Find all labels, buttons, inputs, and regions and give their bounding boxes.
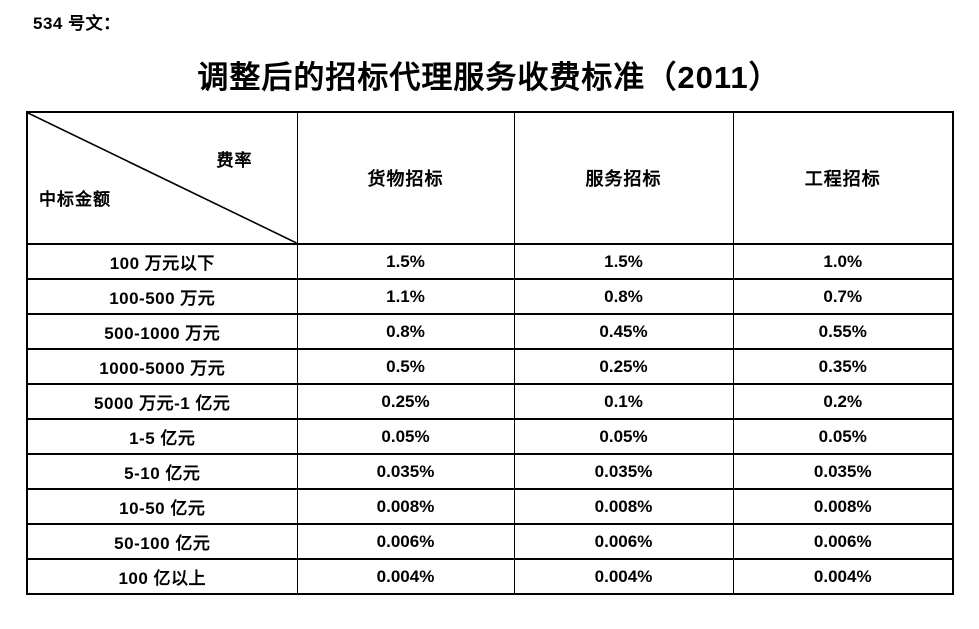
column-header-goods-bidding: 货物招标	[296, 111, 515, 245]
cell-engineering-rate: 0.035%	[732, 453, 954, 490]
cell-engineering-rate: 0.55%	[732, 313, 954, 350]
cell-service-rate: 0.008%	[513, 488, 734, 525]
table-header: 费率 中标金额 货物招标 服务招标 工程招标	[26, 111, 954, 245]
row-label-amount-range: 50-100 亿元	[26, 523, 298, 560]
cell-engineering-rate: 1.0%	[732, 243, 954, 280]
cell-engineering-rate: 0.2%	[732, 383, 954, 420]
table-row: 50-100 亿元 0.006% 0.006% 0.006%	[26, 523, 954, 560]
cell-goods-rate: 0.006%	[296, 523, 515, 560]
row-label-amount-range: 100-500 万元	[26, 278, 298, 315]
diagonal-line	[28, 113, 297, 243]
header-row: 费率 中标金额 货物招标 服务招标 工程招标	[26, 111, 954, 245]
cell-goods-rate: 0.004%	[296, 558, 515, 595]
table-body: 100 万元以下 1.5% 1.5% 1.0% 100-500 万元 1.1% …	[26, 243, 954, 595]
corner-label-bid-amount: 中标金额	[39, 190, 111, 209]
page-title: 调整后的招标代理服务收费标准（2011）	[197, 60, 781, 95]
table-row: 100 万元以下 1.5% 1.5% 1.0%	[26, 243, 954, 280]
cell-engineering-rate: 0.35%	[732, 348, 954, 385]
row-label-amount-range: 5-10 亿元	[26, 453, 298, 490]
cell-goods-rate: 0.8%	[296, 313, 515, 350]
row-label-amount-range: 5000 万元-1 亿元	[26, 383, 298, 420]
cell-goods-rate: 1.5%	[296, 243, 515, 280]
cell-engineering-rate: 0.008%	[732, 488, 954, 525]
cell-service-rate: 0.1%	[513, 383, 734, 420]
row-label-amount-range: 1-5 亿元	[26, 418, 298, 455]
column-header-engineering-bidding: 工程招标	[732, 111, 954, 245]
cell-goods-rate: 1.1%	[296, 278, 515, 315]
cell-engineering-rate: 0.05%	[732, 418, 954, 455]
table-row: 100-500 万元 1.1% 0.8% 0.7%	[26, 278, 954, 315]
fee-rate-table: 费率 中标金额 货物招标 服务招标 工程招标 100 万元以下 1.5% 1.5…	[26, 111, 954, 595]
corner-label-fee-rate: 费率	[216, 151, 253, 170]
cell-engineering-rate: 0.006%	[732, 523, 954, 560]
cell-goods-rate: 0.5%	[296, 348, 515, 385]
table-row: 1-5 亿元 0.05% 0.05% 0.05%	[26, 418, 954, 455]
doc-ref-label: 534 号文：	[33, 14, 121, 33]
table-row: 5-10 亿元 0.035% 0.035% 0.035%	[26, 453, 954, 490]
cell-engineering-rate: 0.7%	[732, 278, 954, 315]
cell-service-rate: 0.8%	[513, 278, 734, 315]
cell-goods-rate: 0.035%	[296, 453, 515, 490]
cell-engineering-rate: 0.004%	[732, 558, 954, 595]
column-header-service-bidding: 服务招标	[513, 111, 734, 245]
table-row: 100 亿以上 0.004% 0.004% 0.004%	[26, 558, 954, 595]
table-row: 5000 万元-1 亿元 0.25% 0.1% 0.2%	[26, 383, 954, 420]
cell-service-rate: 0.004%	[513, 558, 734, 595]
row-label-amount-range: 1000-5000 万元	[26, 348, 298, 385]
cell-service-rate: 0.05%	[513, 418, 734, 455]
corner-header-cell: 费率 中标金额	[26, 111, 298, 245]
cell-goods-rate: 0.25%	[296, 383, 515, 420]
table-row: 500-1000 万元 0.8% 0.45% 0.55%	[26, 313, 954, 350]
table-row: 10-50 亿元 0.008% 0.008% 0.008%	[26, 488, 954, 525]
table-row: 1000-5000 万元 0.5% 0.25% 0.35%	[26, 348, 954, 385]
cell-service-rate: 0.25%	[513, 348, 734, 385]
cell-service-rate: 0.035%	[513, 453, 734, 490]
row-label-amount-range: 100 万元以下	[26, 243, 298, 280]
cell-service-rate: 0.45%	[513, 313, 734, 350]
row-label-amount-range: 500-1000 万元	[26, 313, 298, 350]
row-label-amount-range: 100 亿以上	[26, 558, 298, 595]
cell-goods-rate: 0.05%	[296, 418, 515, 455]
cell-goods-rate: 0.008%	[296, 488, 515, 525]
row-label-amount-range: 10-50 亿元	[26, 488, 298, 525]
cell-service-rate: 1.5%	[513, 243, 734, 280]
cell-service-rate: 0.006%	[513, 523, 734, 560]
